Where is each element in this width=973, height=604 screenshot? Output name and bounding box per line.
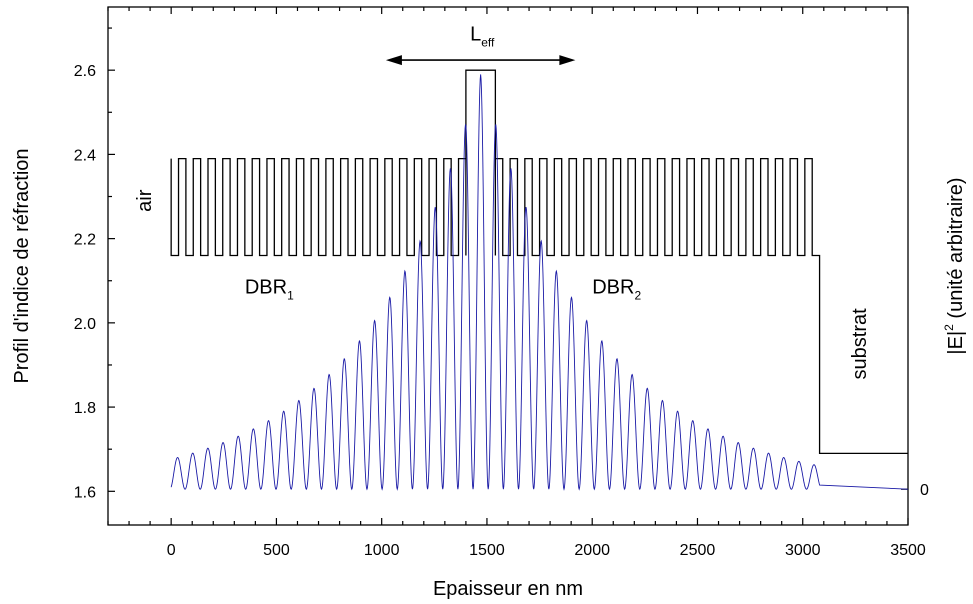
leff-arrow-left: [385, 55, 402, 66]
y-axis: 1.6 1.8 2.0 2.2 2.4 2.6: [74, 27, 115, 501]
y-tick-label: 2.6: [74, 63, 96, 80]
y-tick-label: 1.8: [74, 400, 96, 417]
x-tick-label: 0: [167, 542, 176, 559]
index-profile-line: [170, 69, 908, 455]
y-tick-label: 2.4: [74, 147, 96, 164]
y-tick-label: 1.6: [74, 484, 96, 501]
x-axis-label: Epaisseur en nm: [433, 578, 583, 600]
annotations: air DBR1 DBR2 substrat Leff: [134, 24, 871, 380]
x-tick-label: 500: [263, 542, 290, 559]
x-tick-label: 3500: [890, 542, 926, 559]
y-tick-label: 2.2: [74, 232, 96, 249]
substrate-label: substrat: [849, 308, 871, 380]
x-axis: 0 500 1000 1500 2000 2500 3000 3500: [107, 7, 926, 559]
y-axis-label: Profil d'indice de réfraction: [11, 148, 33, 383]
y-tick-label: 2.0: [74, 316, 96, 333]
x-tick-label: 2500: [680, 542, 716, 559]
x-tick-label: 1000: [364, 542, 400, 559]
leff-label: Leff: [470, 24, 495, 50]
y2-tick-label: 0: [920, 482, 929, 499]
leff-arrow-right: [559, 55, 576, 66]
dbr1-label: DBR1: [245, 276, 294, 302]
x-tick-label: 3000: [785, 542, 821, 559]
x-tick-label: 2000: [574, 542, 610, 559]
x-tick-label: 1500: [469, 542, 505, 559]
air-label: air: [134, 189, 156, 212]
field-intensity-line: [170, 74, 909, 491]
y2-axis: 0: [901, 482, 929, 499]
y2-axis-label: |E|2 (unité arbitraire): [942, 177, 967, 354]
dbr2-label: DBR2: [592, 276, 641, 302]
